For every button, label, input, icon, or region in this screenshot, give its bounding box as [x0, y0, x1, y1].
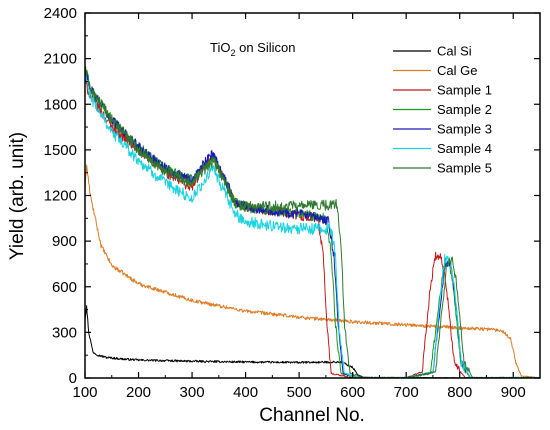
- x-tick-label: 300: [180, 384, 205, 401]
- y-tick-label: 1800: [44, 96, 77, 113]
- annotation-rest: on Silicon: [235, 40, 295, 55]
- series-layer: [85, 65, 540, 378]
- y-tick-label: 1200: [44, 188, 77, 205]
- y-tick-label: 0: [69, 370, 77, 387]
- plot-annotation: TiO2 on Silicon: [210, 40, 295, 58]
- legend-label: Sample 4: [437, 141, 492, 156]
- y-tick-label: 900: [52, 233, 77, 250]
- legend-label: Cal Ge: [437, 63, 477, 78]
- y-tick-label: 300: [52, 324, 77, 341]
- x-tick-label: 500: [287, 384, 312, 401]
- x-tick-label: 600: [340, 384, 365, 401]
- ticks-layer: 100 200 300 400 500 600 700 800 900 0 300 600 900 120…: [44, 5, 540, 401]
- series-line-cal-ge: [85, 164, 540, 378]
- y-axis-title: Yield (arb. unit): [7, 132, 28, 260]
- y-tick-label: 2400: [44, 5, 77, 22]
- series-line-sample-4: [85, 73, 540, 378]
- x-tick-label: 800: [447, 384, 472, 401]
- x-tick-label: 100: [72, 384, 97, 401]
- x-tick-label: 400: [233, 384, 258, 401]
- x-axis-title: Channel No.: [259, 405, 365, 426]
- y-tick-label: 2100: [44, 51, 77, 68]
- x-tick-label: 700: [394, 384, 419, 401]
- series-line-sample-5: [85, 65, 540, 378]
- legend-label: Cal Si: [437, 44, 472, 59]
- y-tick-label: 1500: [44, 142, 77, 159]
- annotation-subscript: 2: [230, 48, 235, 58]
- legend: Cal Si Cal Ge Sample 1 Sample 2 Sample 3 Samp…: [393, 44, 492, 176]
- x-tick-label: 200: [126, 384, 151, 401]
- series-line-cal-si: [85, 305, 540, 378]
- legend-label: Sample 2: [437, 102, 492, 117]
- legend-label: Sample 1: [437, 83, 492, 98]
- legend-label: Sample 5: [437, 161, 492, 176]
- y-tick-label: 600: [52, 279, 77, 296]
- annotation-main: TiO: [210, 40, 230, 55]
- x-tick-label: 900: [501, 384, 526, 401]
- legend-label: Sample 3: [437, 122, 492, 137]
